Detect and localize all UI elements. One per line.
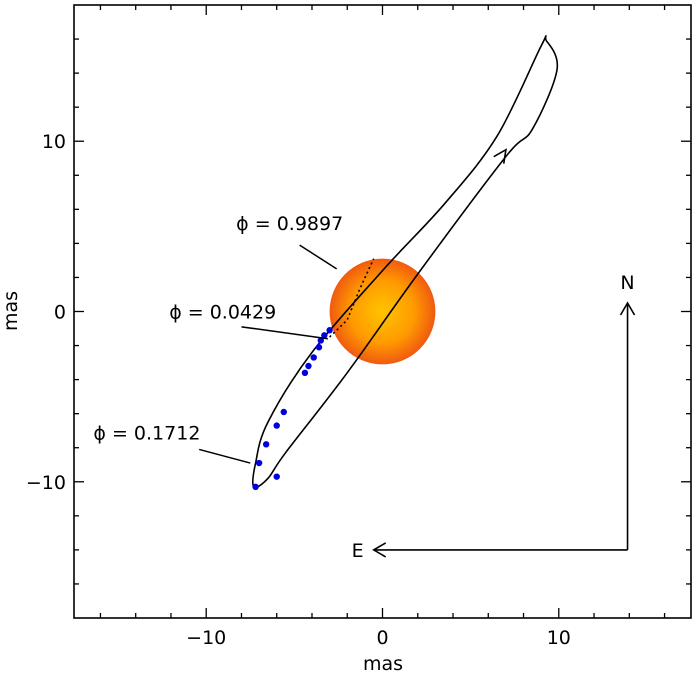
phase-leader-line bbox=[299, 244, 338, 270]
east-label: E bbox=[352, 540, 364, 562]
data-point bbox=[255, 459, 263, 467]
data-point bbox=[305, 362, 312, 370]
y-tick-label: −10 bbox=[26, 472, 66, 494]
phase-leader-line bbox=[198, 448, 251, 464]
east-arrowhead bbox=[372, 542, 387, 558]
north-arrowhead bbox=[619, 301, 636, 316]
data-point bbox=[280, 408, 287, 416]
x-tick-label: −10 bbox=[186, 627, 226, 649]
data-point bbox=[273, 473, 280, 480]
phase-label: ϕ = 0.1712 bbox=[93, 422, 200, 444]
y-axis-label: mas bbox=[0, 291, 22, 331]
data-point bbox=[315, 344, 323, 351]
data-point bbox=[326, 327, 333, 334]
data-point bbox=[273, 422, 280, 429]
data-point bbox=[317, 337, 324, 344]
orbit-ellipse bbox=[252, 35, 559, 489]
x-tick-label: 0 bbox=[376, 627, 388, 649]
data-point bbox=[262, 441, 270, 448]
phase-label: ϕ = 0.0429 bbox=[169, 302, 276, 324]
x-tick-label: 10 bbox=[547, 627, 571, 649]
data-point bbox=[301, 369, 309, 376]
x-axis-label: mas bbox=[363, 653, 403, 675]
phase-leader-line bbox=[241, 326, 328, 340]
orbit-dotted-segment bbox=[329, 258, 375, 338]
y-tick-label: 0 bbox=[54, 302, 66, 324]
data-point bbox=[321, 332, 328, 339]
y-tick-label: 10 bbox=[42, 131, 66, 153]
orbit-direction-arrow bbox=[493, 148, 507, 164]
north-label: N bbox=[620, 272, 634, 294]
data-point bbox=[252, 483, 259, 491]
phase-label: ϕ = 0.9897 bbox=[236, 213, 343, 235]
data-point bbox=[310, 354, 317, 361]
